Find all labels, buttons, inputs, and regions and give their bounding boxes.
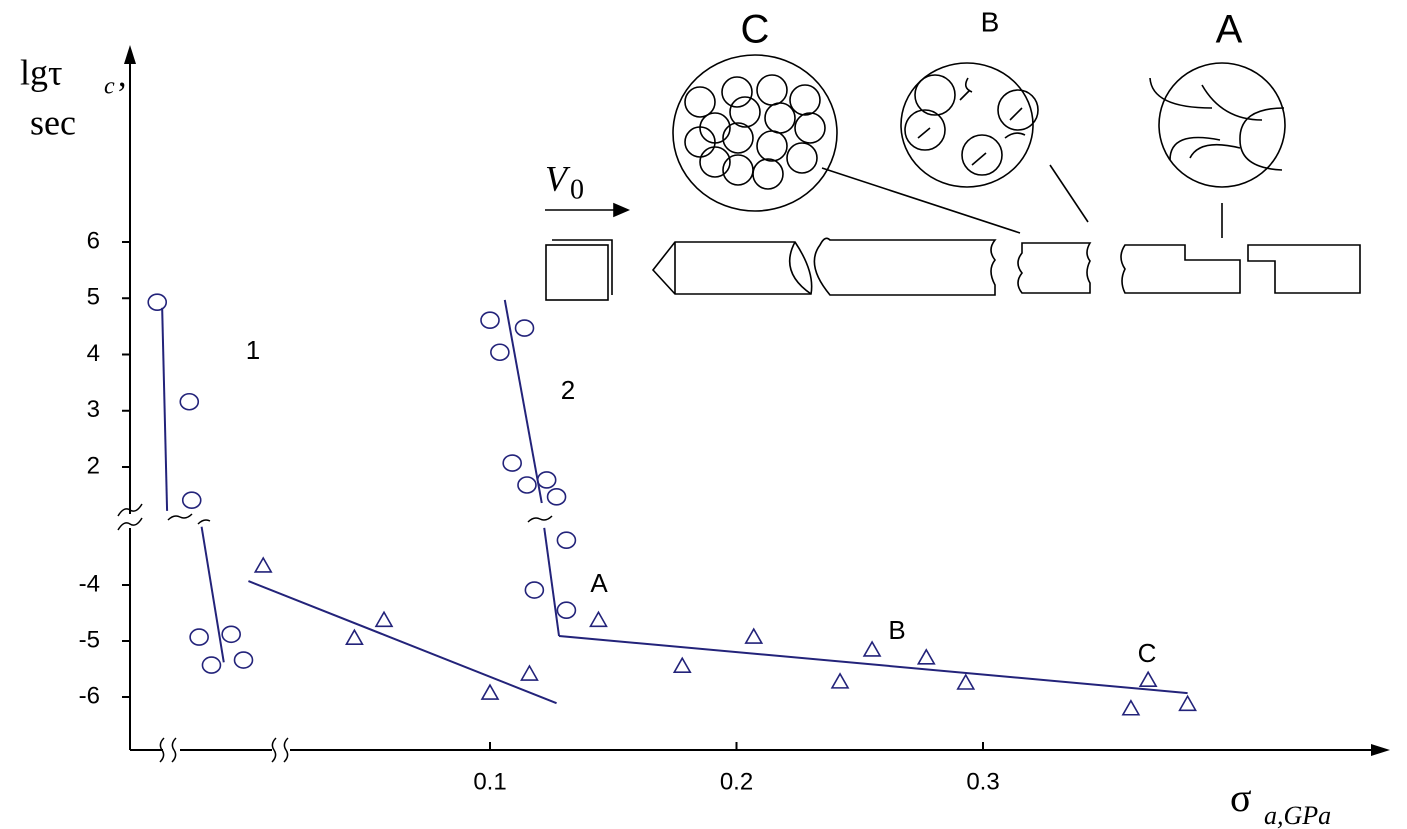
y-tick-label: -4 [79,570,100,597]
point [517,476,537,494]
point [233,651,254,669]
point [221,625,241,644]
point [916,648,936,665]
point [556,601,577,620]
y-label-unit: sec [30,102,76,142]
y-tick-label: -5 [79,626,100,653]
point [830,672,850,689]
point [524,581,545,599]
point [1121,699,1141,716]
point [536,471,557,489]
point [189,628,209,646]
inset-label: C [741,8,770,52]
x-arrow [1371,744,1390,756]
velocity-symbol: V [545,158,571,198]
y-tick-label: 5 [87,284,100,311]
point [374,610,394,628]
point [345,628,364,646]
point [181,491,202,509]
axis-breaks [117,503,553,763]
y-tick-label: -6 [79,682,100,709]
point [480,683,500,700]
y-tick-label: 3 [87,396,100,423]
annotation: A [590,568,608,598]
y-tick-label: 6 [87,227,100,254]
point [253,556,273,573]
fit-line [248,580,557,705]
y-arrow [124,45,136,64]
point [201,656,222,674]
x-tick-label: 0.2 [720,768,753,795]
point [502,454,522,472]
x-label-symbol: σ [1230,775,1252,820]
fit-line [558,634,1188,695]
velocity-subscript: 0 [570,174,584,205]
point [147,293,168,311]
point [520,664,539,681]
point [956,673,976,690]
x-label-subscript: a,GPa [1264,801,1331,829]
fit-line [200,526,225,663]
fit-line [161,307,169,511]
axes [129,60,1375,751]
x-tick-label: 0.3 [966,768,999,795]
y-label-symbol: lgτ [20,52,62,92]
y-label-suffix: , [118,57,127,94]
annotation: B [888,615,905,645]
point [862,640,882,657]
annotation: C [1138,638,1157,668]
fit-line [543,527,561,637]
y-label-subscript: c [104,74,115,100]
x-tick-label: 0.1 [473,768,506,795]
point [546,488,567,506]
point [1138,670,1158,688]
y-tick-label: 4 [87,340,100,367]
point [490,343,510,362]
point [179,392,200,411]
annotation: 2 [561,375,575,405]
annotation: 1 [246,335,260,365]
point [672,656,692,674]
point [589,610,608,628]
point [556,531,577,550]
inset-drawing [545,54,1361,301]
inset-label: A [1216,8,1243,52]
point [480,311,500,329]
point [744,627,764,644]
inset-label: B [981,6,1000,37]
point [514,319,535,337]
y-tick-label: 2 [87,452,100,479]
point [1178,694,1197,712]
fit-line [503,299,543,504]
